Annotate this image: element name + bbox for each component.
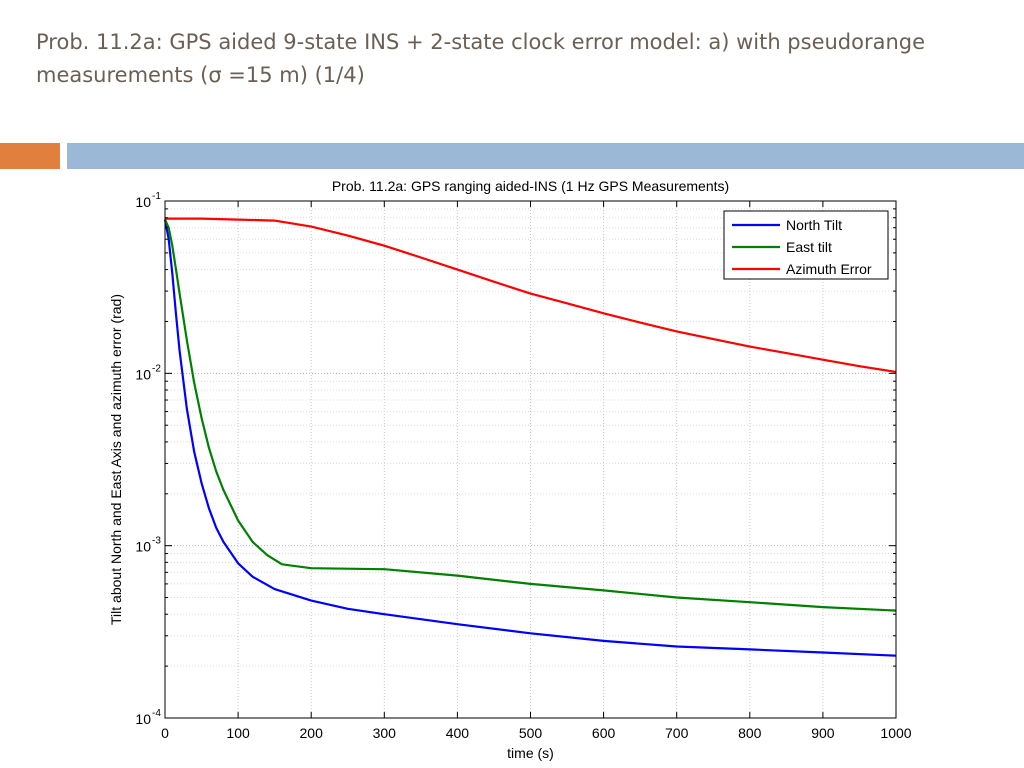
series-line-north-tilt [163, 219, 897, 657]
slide-title: Prob. 11.2a: GPS aided 9-state INS + 2-s… [36, 30, 926, 87]
x-tick-label: 500 [519, 725, 543, 741]
series-line-azimuth-error [165, 217, 897, 373]
y-tick-exponent: -3 [152, 536, 161, 547]
legend-label: Azimuth Error [786, 261, 872, 277]
x-axis-label: time (s) [507, 745, 554, 761]
y-tick-exponent: -1 [152, 191, 161, 202]
x-tick-label: 0 [161, 725, 169, 741]
y-tick-label: 10 [135, 194, 151, 210]
x-tick-label: 800 [738, 725, 762, 741]
y-tick-exponent: -2 [152, 363, 161, 374]
x-tick-label: 700 [665, 725, 689, 741]
legend-label: North Tilt [786, 217, 842, 233]
accent-bar-blue [67, 143, 1024, 169]
legend: North Tilt East tilt Azimuth Error [723, 210, 889, 280]
legend-box [723, 210, 889, 280]
accent-bar-orange [0, 143, 60, 169]
x-tick-label: 100 [226, 725, 250, 741]
x-tick-label: 300 [373, 725, 397, 741]
series-line-east-tilt [163, 219, 897, 612]
x-tick-label: 600 [592, 725, 616, 741]
x-tick-label: 1000 [880, 725, 911, 741]
x-tick-label: 200 [300, 725, 324, 741]
y-axis-label: Tilt about North and East Axis and azimu… [108, 294, 124, 625]
x-tick-label: 400 [446, 725, 470, 741]
y-tick-label: 10 [135, 539, 151, 555]
y-tick-exponent: -4 [152, 708, 161, 719]
chart-title: Prob. 11.2a: GPS ranging aided-INS (1 Hz… [332, 178, 729, 194]
axis-ticks: 0 100 200 300 400 500 600 700 800 900 100010-110-2… [135, 191, 911, 741]
y-tick-label: 10 [135, 366, 151, 382]
y-tick-label: 10 [135, 711, 151, 727]
legend-label: East tilt [786, 239, 832, 255]
series-lines [163, 217, 897, 657]
x-tick-label: 900 [811, 725, 835, 741]
